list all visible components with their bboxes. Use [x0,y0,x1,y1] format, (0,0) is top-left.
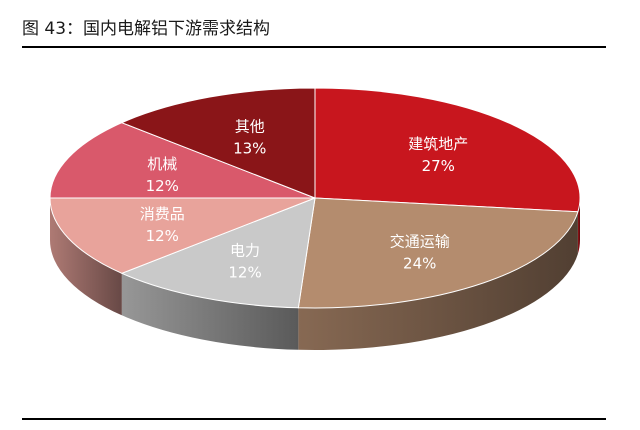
slice-label-2-name: 交通运输 [390,233,450,251]
figure-title: 图 43：国内电解铝下游需求结构 [22,19,271,39]
top-rule [22,46,606,48]
slice-label-1-value: 27% [422,157,455,175]
slice-1 [314,87,581,213]
slice-label-2-value: 24% [403,255,436,273]
slice-label-6-value: 13% [233,139,266,157]
slice-4-side [50,198,122,316]
slice-2 [297,197,579,309]
slice-label-5-value: 12% [146,177,179,195]
slice-label-4-value: 12% [146,227,179,245]
pie-slices [49,87,581,309]
slice-3-side [121,273,299,350]
slice-label-5-name: 机械 [147,155,177,173]
slice-label-1-name: 建筑地产 [408,135,468,153]
slice-label-3-value: 12% [228,264,261,282]
slice-6 [120,87,316,199]
bottom-rule [22,418,606,420]
slice-label-3-name: 电力 [230,242,260,260]
figure-header: 图 43：国内电解铝下游需求结构 [0,0,640,50]
slice-1-side [577,198,580,254]
slice-label-4-name: 消费品 [140,205,185,223]
slice-4 [49,197,316,274]
pie-labels: 建筑地产 27% 交通运输 24% 电力 12% 消费品 12% 机械 12% 其他 13% [140,117,469,281]
slice-2-side [298,211,578,350]
slice-label-6-name: 其他 [235,117,265,135]
slice-3 [120,197,316,309]
slice-5 [49,122,316,199]
pie-sides [50,198,580,350]
